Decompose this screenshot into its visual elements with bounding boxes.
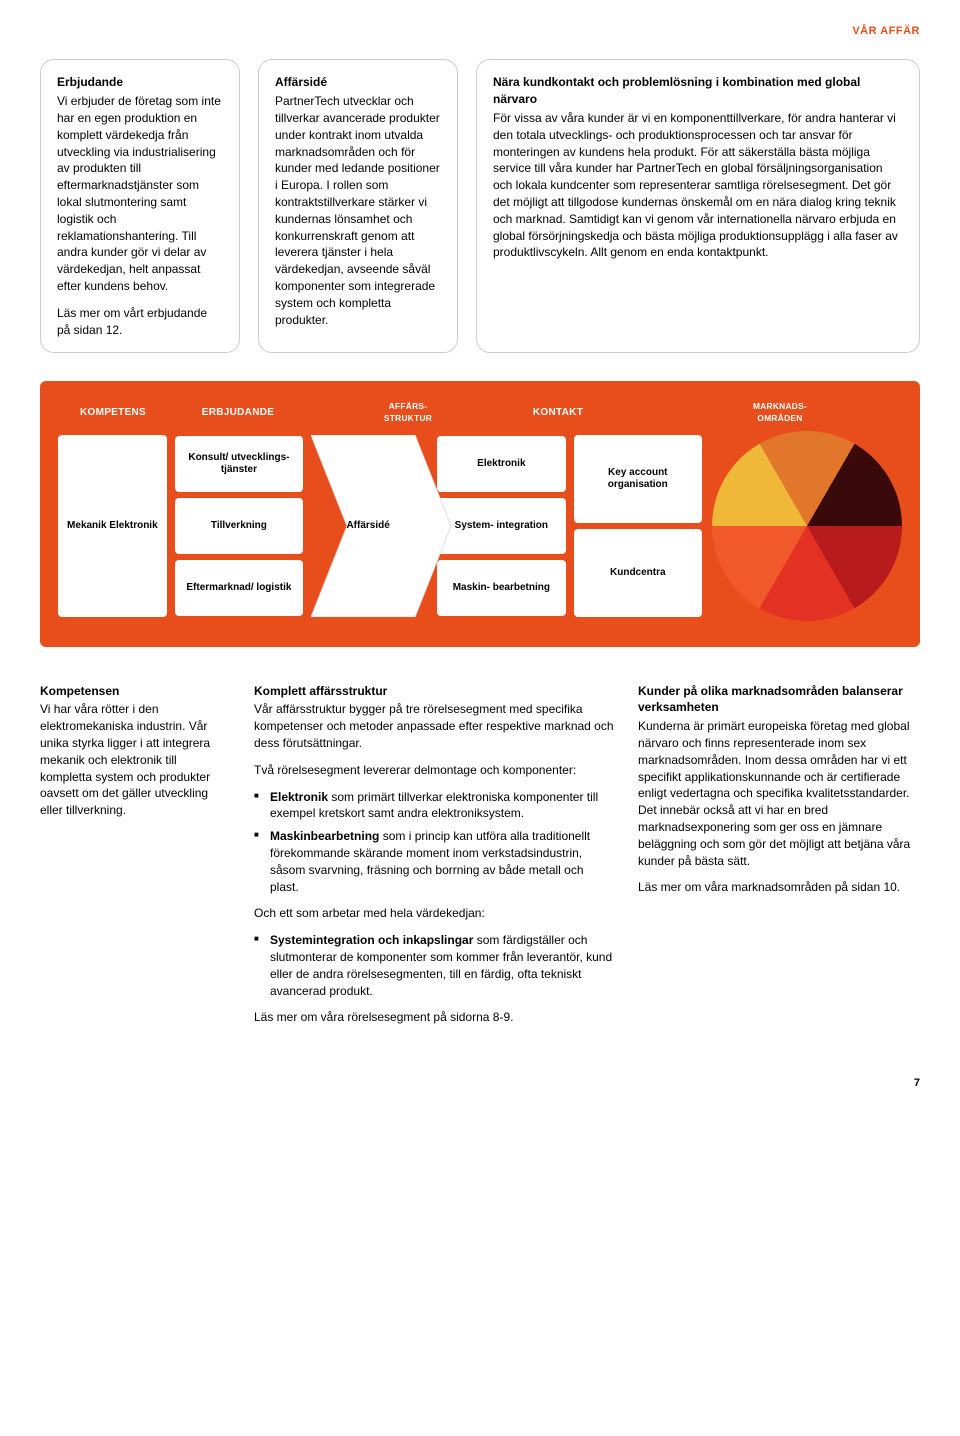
chevron-affarsidé: Affärsidé [311, 435, 451, 617]
bottom-struktur-p2: Två rörelsesegment levererar delmontage … [254, 762, 614, 779]
card-affarsidé-title: Affärsidé [275, 74, 441, 91]
diagram-body: Mekanik Elektronik Konsult/ utvecklings-… [58, 431, 902, 621]
bottom-kunder: Kunder på olika marknadsområden balanser… [638, 683, 920, 1037]
col-kontakt: Key account organisation Kundcentra [574, 435, 702, 617]
hdr-kompetens: KOMPETENS [58, 406, 168, 420]
col-kompetens: Mekanik Elektronik [58, 435, 167, 617]
bottom-kompetensen-title: Kompetensen [40, 683, 230, 700]
hdr-erbjudande: ERBJUDANDE [168, 406, 308, 420]
bottom-struktur-readmore: Läs mer om våra rörelsesegment på sidorn… [254, 1009, 614, 1026]
bottom-struktur-list1: Elektronik som primärt tillverkar elektr… [254, 789, 614, 896]
bottom-struktur-p1: Vår affärsstruktur bygger på tre rörelse… [254, 701, 614, 751]
bottom-struktur: Komplett affärsstruktur Vår affärsstrukt… [254, 683, 614, 1037]
box-kundcentra: Kundcentra [574, 529, 702, 617]
hdr-marknads-l2: OMRÅDEN [658, 413, 902, 425]
li-sysint: Systemintegration och inkapslingar som f… [254, 932, 614, 999]
li-maskin-bold: Maskinbearbetning [270, 829, 379, 843]
chevron-label: Affärsidé [311, 435, 451, 617]
box-tillverkning: Tillverkning [175, 498, 303, 554]
hdr-marknads: MARKNADS- OMRÅDEN [658, 401, 902, 424]
card-affarsidé: Affärsidé PartnerTech utvecklar och till… [258, 59, 458, 353]
bottom-struktur-p3: Och ett som arbetar med hela värdekedjan… [254, 905, 614, 922]
col-erbjudande: Konsult/ utvecklings- tjänster Tillverkn… [175, 436, 303, 616]
bottom-struktur-list2: Systemintegration och inkapslingar som f… [254, 932, 614, 999]
bottom-kunder-p1: Kunderna är primärt europeiska företag m… [638, 718, 920, 869]
li-maskin: Maskinbearbetning som i princip kan utfö… [254, 828, 614, 895]
bottom-struktur-title: Komplett affärsstruktur [254, 683, 614, 700]
hdr-marknads-l1: MARKNADS- [658, 401, 902, 413]
bottom-kunder-title: Kunder på olika marknadsområden balanser… [638, 683, 920, 717]
box-mekanik-elektronik: Mekanik Elektronik [58, 435, 167, 617]
bottom-kompetensen-body: Vi har våra rötter i den elektromekanisk… [40, 701, 230, 819]
box-keyaccount: Key account organisation [574, 435, 702, 523]
page-number: 7 [40, 1076, 920, 1091]
card-erbjudande-title: Erbjudande [57, 74, 223, 91]
pie-chart [712, 431, 902, 621]
hdr-affarsstruktur: AFFÄRS- STRUKTUR [348, 401, 468, 424]
section-label: VÅR AFFÄR [40, 24, 920, 39]
bottom-kompetensen: Kompetensen Vi har våra rötter i den ele… [40, 683, 230, 1037]
box-eftermarknad: Eftermarknad/ logistik [175, 560, 303, 616]
bottom-kunder-readmore: Läs mer om våra marknadsområden på sidan… [638, 879, 920, 896]
bottom-row: Kompetensen Vi har våra rötter i den ele… [40, 683, 920, 1037]
hdr-affarsstruktur-l1: AFFÄRS- [348, 401, 468, 413]
box-elektronik: Elektronik [437, 436, 565, 492]
card-erbjudande-body: Vi erbjuder de företag som inte har en e… [57, 93, 223, 295]
diagram-header-row: KOMPETENS ERBJUDANDE AFFÄRS- STRUKTUR KO… [58, 401, 902, 424]
box-systemintegration: System- integration [437, 498, 565, 554]
card-nara-title: Nära kundkontakt och problemlösning i ko… [493, 74, 903, 108]
box-maskinbearbetning: Maskin- bearbetning [437, 560, 565, 616]
hdr-affarsstruktur-l2: STRUKTUR [348, 413, 468, 425]
diagram-panel: KOMPETENS ERBJUDANDE AFFÄRS- STRUKTUR KO… [40, 381, 920, 646]
li-elektronik-bold: Elektronik [270, 790, 328, 804]
li-sysint-bold: Systemintegration och inkapslingar [270, 933, 473, 947]
card-affarsidé-body: PartnerTech utvecklar och tillverkar ava… [275, 93, 441, 328]
li-elektronik: Elektronik som primärt tillverkar elektr… [254, 789, 614, 823]
box-konsult: Konsult/ utvecklings- tjänster [175, 436, 303, 492]
col-struktur: Elektronik System- integration Maskin- b… [437, 436, 565, 616]
top-row: Erbjudande Vi erbjuder de företag som in… [40, 59, 920, 353]
card-nara: Nära kundkontakt och problemlösning i ko… [476, 59, 920, 353]
card-nara-body: För vissa av våra kunder är vi en kompon… [493, 110, 903, 261]
card-erbjudande: Erbjudande Vi erbjuder de företag som in… [40, 59, 240, 353]
hdr-kontakt: KONTAKT [488, 406, 628, 420]
card-erbjudande-readmore: Läs mer om vårt erbjudande på sidan 12. [57, 305, 223, 339]
pie-wrap [702, 431, 902, 621]
